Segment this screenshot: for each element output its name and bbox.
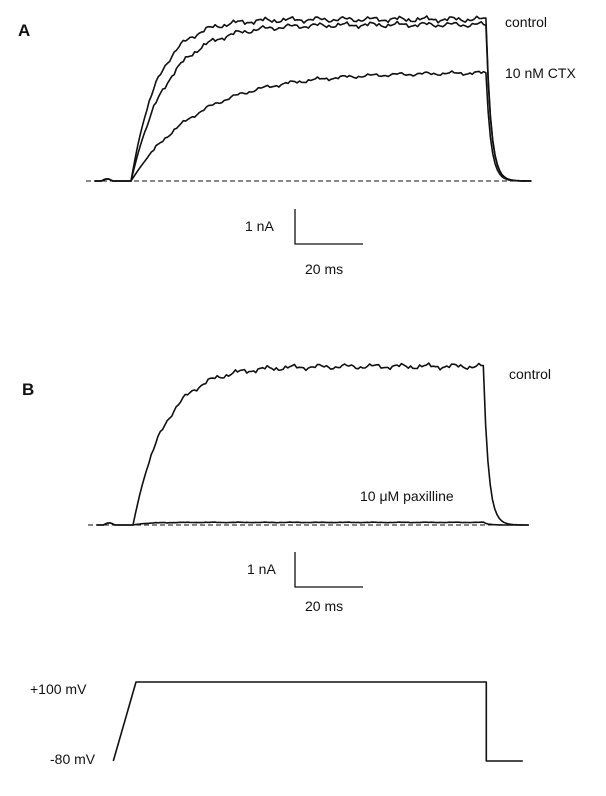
panel-a-letter: A (18, 21, 30, 40)
panel-a-trace-control (94, 15, 532, 182)
panel-b-letter: B (22, 380, 34, 399)
panel-a-current-scale-label: 1 nA (245, 218, 274, 234)
panel-b: B control 10 μM paxilline 1 nA 20 ms (22, 362, 551, 614)
voltage-low-label: -80 mV (50, 751, 96, 767)
panel-a-trace-10-nm-ctx (94, 70, 532, 182)
panel-a-trace-intermediate (94, 20, 532, 182)
voltage-protocol: +100 mV -80 mV (30, 681, 523, 767)
panel-b-control-label: control (509, 366, 551, 382)
panel-a-traces (94, 15, 532, 182)
panel-b-toxin-label: 10 μM paxilline (360, 488, 454, 504)
panel-b-current-scale-label: 1 nA (247, 561, 276, 577)
panel-b-time-scale-label: 20 ms (305, 598, 343, 614)
panel-a-time-scale-label: 20 ms (305, 261, 343, 277)
voltage-step-trace (112, 681, 523, 762)
panel-b-traces (96, 362, 529, 526)
panel-b-trace-10-m-paxilline (96, 521, 529, 526)
panel-a-control-label: control (505, 14, 547, 30)
panel-b-trace-control (96, 362, 529, 526)
panel-a-toxin-label: 10 nM CTX (505, 65, 576, 81)
panel-a: A control 10 nM CTX 1 nA 20 ms (18, 14, 576, 277)
voltage-high-label: +100 mV (30, 681, 87, 697)
panel-a-scale-bar (294, 209, 363, 245)
panel-b-scale-bar (294, 552, 363, 588)
